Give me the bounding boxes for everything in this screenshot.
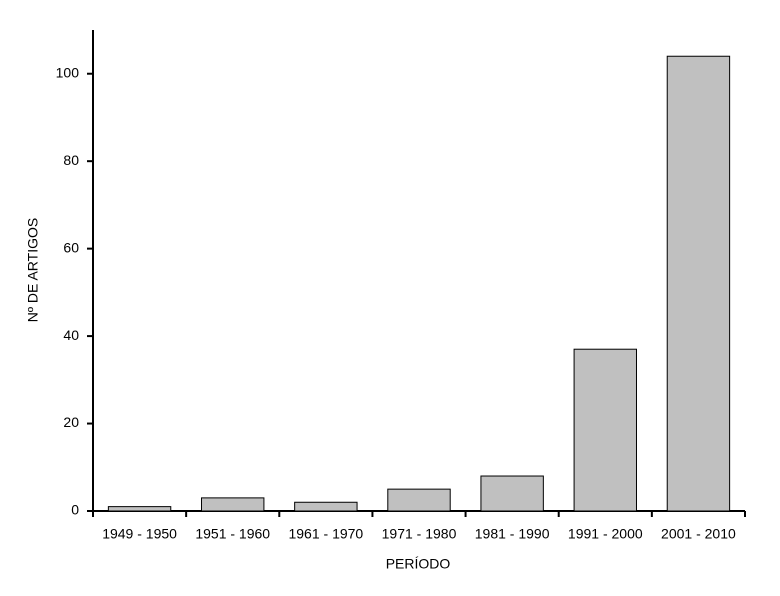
y-tick-label: 60 [63,239,79,255]
x-tick-label: 1991 - 2000 [568,526,643,542]
bar [573,348,637,512]
x-tick-label: 1971 - 1980 [382,526,457,542]
bar [480,475,544,512]
y-tick-label: 0 [71,502,79,518]
bar [666,55,731,512]
bar [294,501,358,512]
x-axis-label: PERÍODO [386,556,451,572]
y-tick-label: 80 [63,152,79,168]
x-tick-label: 2001 - 2010 [661,526,736,542]
x-tick-label: 1949 - 1950 [102,526,177,542]
y-axis-label: Nº DE ARTIGOS [25,218,41,322]
y-tick-label: 100 [56,64,80,80]
y-tick-label: 20 [63,414,79,430]
x-tick-label: 1961 - 1970 [288,526,363,542]
x-tick-label: 1981 - 1990 [475,526,550,542]
x-tick-label: 1951 - 1960 [195,526,270,542]
y-tick-label: 40 [63,327,79,343]
bar [201,497,265,512]
bar [387,488,451,512]
bar [107,506,172,512]
